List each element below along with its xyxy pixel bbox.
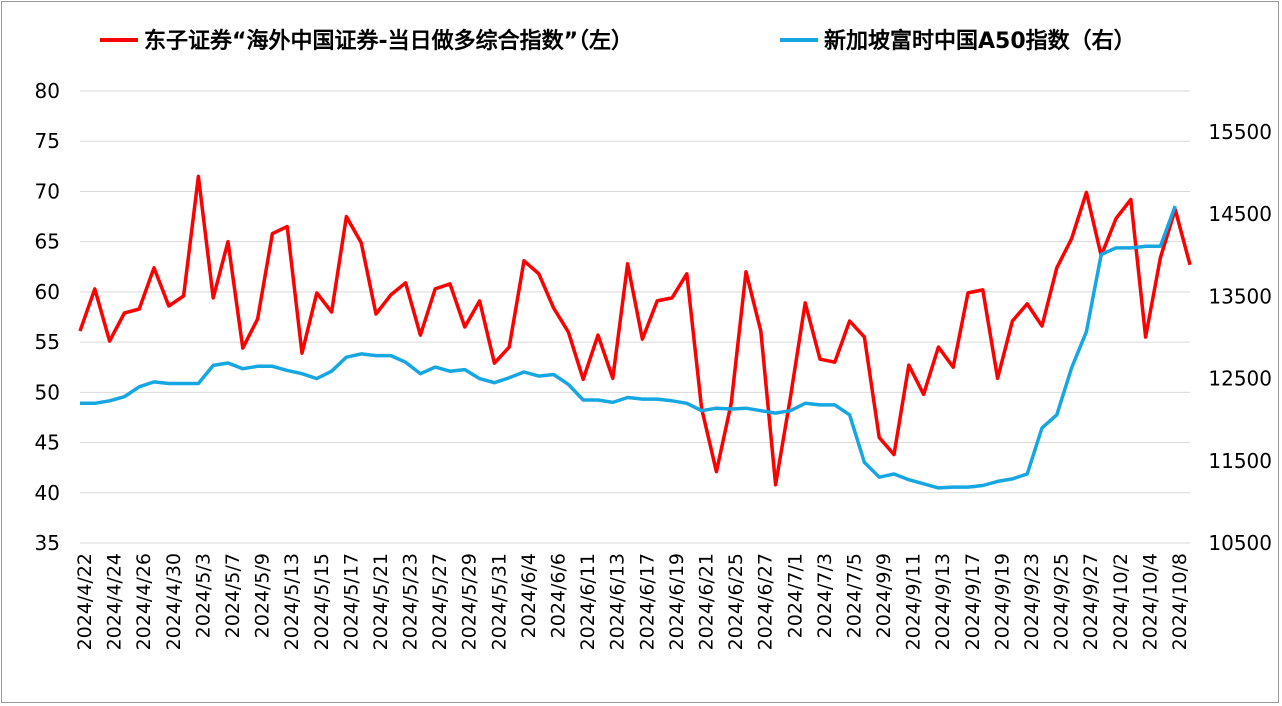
left-tick-label: 50 [35,380,60,404]
left-tick-label: 40 [35,481,60,505]
x-tick-label: 2024/9/9 [873,553,895,638]
x-tick-label: 2024/7/1 [784,553,806,638]
right-tick-label: 15500 [1208,120,1272,144]
right-tick-label: 12500 [1208,367,1272,391]
left-tick-label: 60 [35,280,60,304]
legend: 东子证券“海外中国证券-当日做多综合指数”（左） 新加坡富时中国A50指数（右） [100,28,1136,54]
legend-label-exchange-index: 东子证券“海外中国证券-当日做多综合指数”（左） [144,28,633,54]
x-tick-label: 2024/10/8 [1169,553,1191,650]
x-tick-label: 2024/5/21 [370,553,392,650]
x-tick-label: 2024/10/4 [1139,553,1161,650]
x-tick-label: 2024/4/24 [104,553,126,650]
x-tick-label: 2024/6/27 [755,553,777,650]
x-tick-label: 2024/5/27 [429,553,451,650]
right-tick-label: 13500 [1208,284,1272,308]
x-tick-label: 2024/4/22 [74,553,96,650]
right-tick-label: 14500 [1208,202,1272,226]
x-tick-label: 2024/9/27 [1080,553,1102,650]
x-tick-label: 2024/5/31 [488,553,510,650]
right-tick-label: 10500 [1208,531,1272,555]
x-tick-label: 2024/5/15 [311,553,333,650]
x-tick-label: 2024/6/6 [548,553,570,638]
x-axis-ticks: 2024/4/22 2024/4/24 2024/4/26 2024/4/30 2024… [74,553,1191,650]
x-tick-label: 2024/10/2 [1110,553,1132,650]
x-tick-label: 2024/9/17 [962,553,984,650]
x-tick-label: 2024/4/30 [163,553,185,650]
x-tick-label: 2024/9/25 [1051,553,1073,650]
x-tick-label: 2024/7/3 [814,553,836,638]
right-axis-ticks: 10500 11500 12500 13500 14500 15500 [1208,120,1272,555]
x-tick-label: 2024/7/5 [843,553,865,638]
x-tick-label: 2024/6/17 [636,553,658,650]
x-tick-label: 2024/5/7 [222,553,244,638]
x-tick-label: 2024/6/19 [666,553,688,650]
x-tick-label: 2024/5/23 [400,553,422,650]
x-tick-label: 2024/5/3 [192,553,214,638]
x-tick-label: 2024/6/21 [695,553,717,650]
right-tick-label: 11500 [1208,449,1272,473]
series-lines [78,174,1192,490]
left-tick-label: 45 [35,431,60,455]
x-tick-label: 2024/5/17 [340,553,362,650]
series-line-a50-index [80,205,1177,490]
left-tick-label: 75 [35,129,60,153]
left-tick-label: 80 [35,79,60,103]
x-tick-label: 2024/9/13 [932,553,954,650]
left-axis-ticks: 35 40 45 50 55 60 65 70 75 80 [35,79,60,555]
x-tick-label: 2024/5/13 [281,553,303,650]
x-tick-label: 2024/6/11 [577,553,599,650]
gridlines [80,90,1190,544]
left-tick-label: 55 [35,330,60,354]
series-line-exchange-index [78,174,1192,487]
x-tick-label: 2024/6/25 [725,553,747,650]
x-tick-label: 2024/9/23 [1021,553,1043,650]
x-tick-label: 2024/4/26 [133,553,155,650]
x-tick-label: 2024/9/11 [903,553,925,650]
x-tick-label: 2024/6/4 [518,553,540,638]
left-tick-label: 65 [35,230,60,254]
left-tick-label: 35 [35,531,60,555]
left-tick-label: 70 [35,179,60,203]
x-tick-label: 2024/5/29 [459,553,481,650]
legend-label-a50-index: 新加坡富时中国A50指数（右） [824,28,1136,54]
x-tick-label: 2024/6/13 [607,553,629,650]
x-tick-label: 2024/9/19 [991,553,1013,650]
x-tick-label: 2024/5/9 [252,553,274,638]
